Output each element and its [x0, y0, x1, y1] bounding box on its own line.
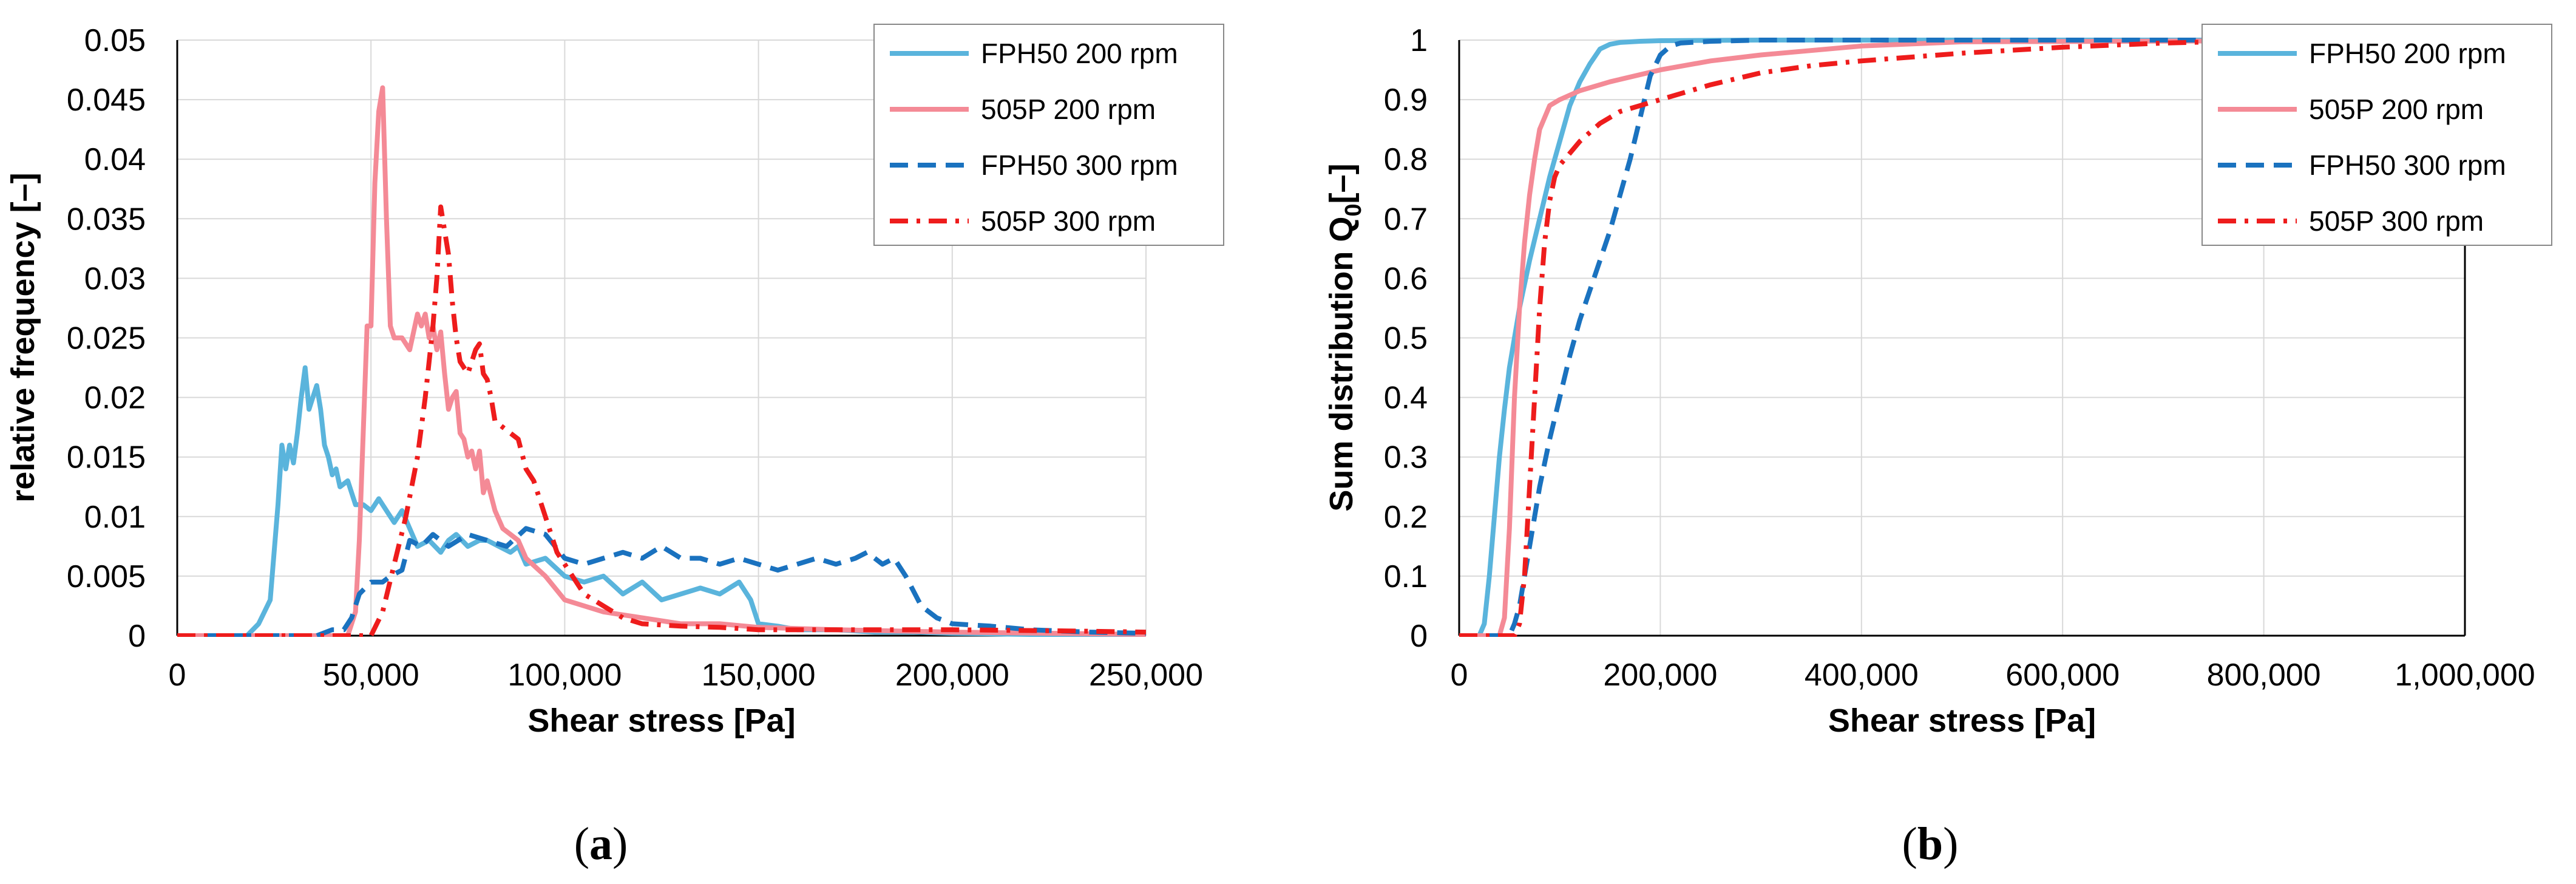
series-line-505p-300-rpm — [1459, 38, 2465, 637]
y-axis-title-end: [–] — [1323, 163, 1360, 203]
series-line-505p-200-rpm — [1459, 38, 2465, 637]
panel-label-letter: a — [589, 818, 612, 869]
y-tick-label: 0.1 — [1384, 559, 1428, 594]
y-tick-label: 0.05 — [84, 23, 146, 58]
x-tick-label: 250,000 — [1089, 658, 1203, 693]
x-axis-title: Shear stress [Pa] — [1828, 702, 2096, 739]
y-tick-label: 0.045 — [67, 83, 146, 118]
y-tick-label: 0.005 — [67, 559, 146, 594]
y-tick-label: 0.02 — [84, 381, 146, 416]
legend-label: 505P 200 rpm — [981, 93, 1156, 125]
y-tick-label: 0 — [128, 619, 146, 654]
series-line-505p-300-rpm — [177, 204, 1146, 637]
y-tick-label: 0.04 — [84, 142, 146, 177]
y-axis-title: Sum distribution Q0[–] — [1323, 163, 1366, 511]
y-tick-label: 0.9 — [1384, 83, 1428, 118]
y-tick-label: 0.4 — [1384, 381, 1428, 416]
y-tick-label: 0.025 — [67, 321, 146, 356]
y-tick-label: 0.2 — [1384, 500, 1428, 535]
x-tick-label: 50,000 — [323, 658, 419, 693]
y-tick-label: 0.6 — [1384, 261, 1428, 296]
series-line-505p-200-rpm — [177, 85, 1146, 637]
panel-label: (a) — [574, 818, 628, 869]
x-tick-label: 600,000 — [2005, 658, 2120, 693]
legend-label: 505P 300 rpm — [981, 205, 1156, 237]
y-tick-label: 0.03 — [84, 261, 146, 296]
y-axis-title: relative frequency [–] — [5, 172, 41, 502]
panel-label: (b) — [1902, 818, 1959, 869]
y-tick-label: 0.01 — [84, 500, 146, 535]
series-line-fph50-200-rpm — [1459, 38, 2465, 637]
y-tick-label: 0.035 — [67, 202, 146, 237]
panel-label-close: ) — [612, 818, 628, 869]
y-tick-label: 0.8 — [1384, 142, 1428, 177]
legend-label: FPH50 200 rpm — [2309, 38, 2506, 69]
x-tick-label: 400,000 — [1805, 658, 1919, 693]
legend: FPH50 200 rpm 505P 200 rpm FPH50 300 rpm 50… — [2201, 24, 2552, 246]
x-tick-label: 100,000 — [507, 658, 622, 693]
panel-label-open: ( — [1902, 818, 1917, 869]
legend-label: 505P 300 rpm — [2309, 205, 2484, 237]
x-tick-label: 800,000 — [2207, 658, 2321, 693]
x-tick-label: 200,000 — [1603, 658, 1717, 693]
legend: FPH50 200 rpm 505P 200 rpm FPH50 300 rpm 50… — [873, 24, 1224, 246]
legend-label: FPH50 300 rpm — [981, 149, 1178, 181]
panel-label-open: ( — [574, 818, 589, 869]
x-tick-label: 150,000 — [702, 658, 816, 693]
x-tick-label: 200,000 — [895, 658, 1009, 693]
legend-label: FPH50 300 rpm — [2309, 149, 2506, 181]
x-axis-title: Shear stress [Pa] — [527, 702, 795, 739]
y-tick-label: 0 — [1410, 619, 1428, 654]
y-tick-label: 0.015 — [67, 440, 146, 475]
y-tick-label: 0.3 — [1384, 440, 1428, 475]
panel-label-close: ) — [1943, 818, 1958, 869]
y-axis-title-main: Sum distribution Q — [1323, 217, 1360, 512]
chart-panel-a: 0 0.005 0.01 0.015 0.02 0.025 0.03 0.035 0.04 0.0… — [5, 23, 1224, 869]
y-tick-label: 0.5 — [1384, 321, 1428, 356]
chart-panel-b: 0 0.1 0.2 0.3 0.4 0.5 0.6 0.7 0.8 0.9 1 0 200,000 400… — [1323, 23, 2552, 869]
series-line-fph50-300-rpm — [177, 526, 1146, 637]
y-axis-title-subscript: 0 — [1341, 203, 1366, 216]
legend-label: FPH50 200 rpm — [981, 38, 1178, 69]
x-tick-label: 1,000,000 — [2395, 658, 2535, 693]
x-tick-label: 0 — [169, 658, 186, 693]
y-tick-label: 1 — [1410, 23, 1428, 58]
y-tick-label: 0.7 — [1384, 202, 1428, 237]
legend-box — [873, 24, 1224, 246]
legend-label: 505P 200 rpm — [2309, 93, 2484, 125]
x-tick-label: 0 — [1451, 658, 1468, 693]
legend-box — [2201, 24, 2552, 246]
series-line-fph50-200-rpm — [177, 365, 1146, 637]
panel-label-letter: b — [1917, 818, 1943, 869]
